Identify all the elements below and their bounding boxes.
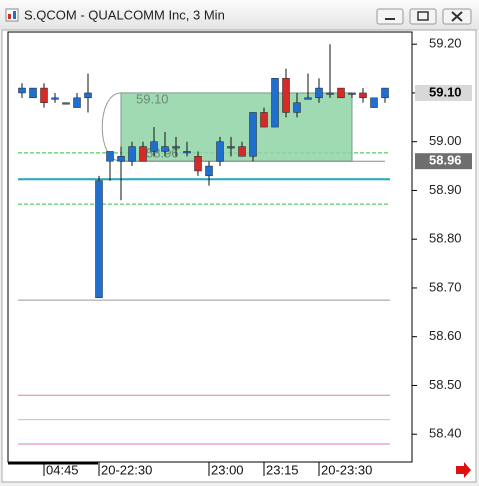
candle-body <box>359 92 367 99</box>
candle-body <box>139 146 147 162</box>
candle-body <box>18 87 26 94</box>
candle-body <box>128 146 136 162</box>
zone <box>120 92 353 162</box>
candle-body <box>304 97 312 100</box>
y-tick-label: 58.70 <box>429 279 462 294</box>
x-tick-label: 23:00 <box>211 462 244 477</box>
candle-body <box>315 87 323 99</box>
candle-body <box>51 97 59 100</box>
candle-body <box>238 146 246 157</box>
y-tick-label: 58.60 <box>429 328 462 343</box>
candle-body <box>194 156 202 172</box>
candle-body <box>227 146 235 149</box>
candle-body <box>337 87 345 99</box>
y-tick-label: 58.90 <box>429 182 462 197</box>
app-icon <box>5 8 19 22</box>
candle-body <box>205 165 213 177</box>
app-icon-bar <box>13 11 16 19</box>
y-tick-label: 58.40 <box>429 426 462 441</box>
y-tick-label: 58.50 <box>429 377 462 392</box>
price-marker-label: 59.10 <box>429 84 462 99</box>
candle-body <box>260 112 268 128</box>
candle-body <box>348 92 356 95</box>
candle-body <box>271 78 279 128</box>
x-tick-label: 23:15 <box>266 462 299 477</box>
candle-body <box>29 87 37 99</box>
maximize-button[interactable] <box>409 8 437 25</box>
candle-body <box>249 112 257 157</box>
candle-body <box>73 97 81 108</box>
maximize-icon <box>417 11 429 21</box>
close-icon <box>451 11 463 22</box>
window-title: S.QCOM - QUALCOMM Inc, 3 Min <box>24 7 225 22</box>
zone-curve <box>101 92 122 162</box>
candle-body <box>326 92 334 95</box>
candle-body <box>95 180 103 298</box>
candle-body <box>282 78 290 113</box>
candle-body <box>62 102 70 105</box>
price-marker-label: 58.96 <box>429 153 462 168</box>
candle-body <box>161 146 169 152</box>
x-tick-label: 04:45 <box>46 462 79 477</box>
candle-body <box>216 141 224 162</box>
app-icon-bar <box>8 14 11 19</box>
candle-body <box>40 87 48 103</box>
x-tick-label: 20-23:30 <box>321 462 372 477</box>
candle-body <box>172 146 180 149</box>
price-marker <box>415 153 472 170</box>
candle-body <box>381 87 389 99</box>
y-tick-label: 59.00 <box>429 133 462 148</box>
candle-body <box>293 102 301 113</box>
price-marker <box>415 84 472 101</box>
zone-top-label: 59.10 <box>136 91 169 106</box>
candle-body <box>370 97 378 108</box>
y-tick-label: 58.80 <box>429 231 462 246</box>
minimize-button[interactable] <box>376 8 404 25</box>
scroll-arrow[interactable] <box>456 462 471 478</box>
candle-body <box>106 151 114 162</box>
window-buttons[interactable] <box>376 8 472 25</box>
x-tick-label: 20-22:30 <box>101 462 152 477</box>
candle-body <box>150 141 158 152</box>
candle-body <box>183 151 191 154</box>
y-tick-label: 59.20 <box>429 36 462 51</box>
candle-body <box>84 92 92 99</box>
candle-body <box>117 156 125 162</box>
